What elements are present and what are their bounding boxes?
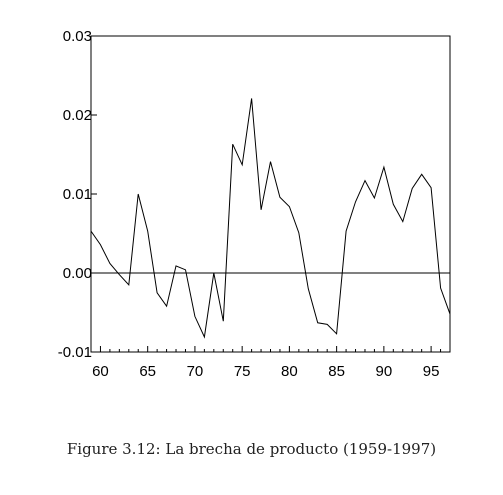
figure-caption: Figure 3.12: La brecha de producto (1959…	[66, 440, 437, 458]
y-axis: -0.01 0.00 0.01 0.02 0.03	[58, 28, 97, 361]
x-tick-label: 60	[92, 363, 109, 380]
x-axis: 60 65 70 75 80 85 90 95	[90, 346, 451, 380]
y-tick-label: 0.00	[63, 265, 92, 282]
x-tick-label: 85	[328, 363, 345, 380]
x-tick-label: 65	[139, 363, 156, 380]
x-tick-label: 70	[187, 363, 204, 380]
x-tick-label: 90	[376, 363, 393, 380]
x-tick-label: 75	[234, 363, 251, 380]
y-tick-label: -0.01	[58, 344, 92, 361]
line-chart: -0.01 0.00 0.01 0.02 0.03 60 65 70 75 80 85 90 95	[58, 28, 451, 380]
x-tick-label: 80	[281, 363, 298, 380]
series-line	[90, 98, 451, 339]
y-tick-label: 0.03	[63, 28, 92, 45]
y-tick-label: 0.01	[63, 186, 92, 203]
plot-frame	[90, 35, 451, 353]
x-tick-label: 95	[423, 363, 440, 380]
y-tick-label: 0.02	[63, 107, 92, 124]
